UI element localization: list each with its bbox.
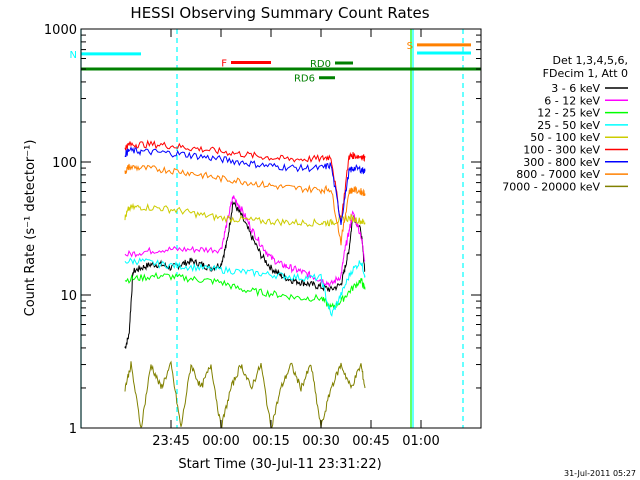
legend-label-1: 6 - 12 keV	[544, 94, 600, 107]
legend-header-line-2: FDecim 1, Att 0	[543, 67, 628, 80]
series-line-1	[124, 195, 366, 287]
x-tick-label-1: 00:00	[202, 434, 239, 449]
x-tick-label-4: 00:45	[352, 434, 389, 449]
legend-label-6: 300 - 800 keV	[523, 156, 600, 169]
series-line-7	[124, 163, 366, 246]
legend-label-4: 50 - 100 keV	[530, 131, 600, 144]
x-tick-label-0: 23:45	[152, 434, 189, 449]
flag-label-4: S	[407, 41, 413, 52]
legend-label-3: 25 - 50 keV	[537, 119, 600, 132]
series-line-3	[124, 257, 366, 317]
legend-header-line-1: Det 1,3,4,5,6,	[552, 54, 628, 67]
legend-label-5: 100 - 300 keV	[523, 144, 600, 157]
plot-area: F RD0 RD6 N S 23:45 00:00 00:15 00:30 00:45 01:00 1…	[44, 23, 482, 449]
series-line-2	[124, 271, 366, 310]
y-tick-label-3: 1000	[44, 23, 77, 38]
legend-label-7: 800 - 7000 keV	[516, 168, 600, 181]
y-tick-label-2: 100	[52, 156, 77, 171]
legend-label-8: 7000 - 20000 keV	[502, 180, 600, 193]
series-line-0	[124, 200, 366, 349]
legend-label-2: 12 - 25 keV	[537, 107, 600, 120]
x-tick-label-3: 00:30	[302, 434, 339, 449]
y-tick-label-1: 10	[60, 289, 77, 304]
flag-label-0: F	[221, 58, 227, 69]
x-tick-label-5: 01:00	[402, 434, 439, 449]
flag-label-2: RD6	[294, 74, 315, 85]
axes-frame	[80, 28, 482, 429]
legend-label-0: 3 - 6 keV	[551, 82, 600, 95]
timestamp-label: 31-Jul-2011 05:27	[564, 469, 636, 478]
x-axis-label: Start Time (30-Jul-11 23:31:22)	[178, 457, 381, 472]
y-tick-label-0: 1	[69, 422, 77, 437]
flag-label-1: RD0	[310, 59, 331, 70]
series-line-6	[124, 146, 366, 226]
series-line-5	[124, 139, 366, 224]
chart-title: HESSI Observing Summary Count Rates	[130, 4, 429, 22]
x-tick-label-2: 00:15	[252, 434, 289, 449]
series-line-8	[124, 360, 366, 429]
flag-label-3: N	[70, 50, 77, 61]
y-axis-label: Count Rate (s⁻¹ detector⁻¹)	[23, 140, 38, 317]
